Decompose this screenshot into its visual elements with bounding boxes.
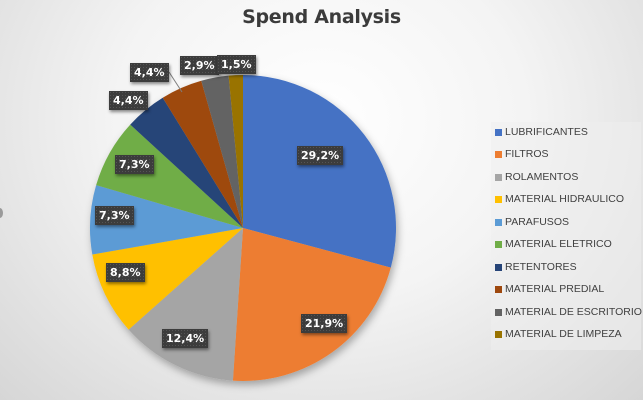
legend-label: RETENTORES (505, 261, 577, 273)
legend-item-parafusos: PARAFUSOS (495, 215, 569, 229)
legend-label: ROLAMENTOS (505, 171, 579, 183)
data-label: 4,4% (130, 63, 169, 82)
legend-item-material-de-escritorio: MATERIAL DE ESCRITORIO (495, 305, 642, 319)
resize-handle[interactable] (0, 208, 3, 218)
legend-swatch (495, 308, 502, 316)
legend-label: PARAFUSOS (505, 216, 569, 228)
legend-item-lubrificantes: LUBRIFICANTES (495, 125, 588, 139)
leader-line (168, 71, 183, 93)
data-label: 29,2% (297, 146, 344, 165)
data-label: 12,4% (162, 329, 209, 348)
legend-item-material-de-limpeza: MATERIAL DE LIMPEZA (495, 327, 622, 341)
legend-item-material-hidraulico: MATERIAL HIDRAULICO (495, 192, 624, 206)
data-label: 2,9% (180, 56, 219, 75)
pie-slice-material-predial (162, 80, 243, 228)
legend-swatch (495, 240, 502, 248)
pie-slice-material-de-limpeza (228, 75, 243, 228)
legend-swatch (495, 150, 502, 158)
legend-swatch (495, 173, 502, 181)
pie-slice-material-hidraulico (92, 228, 243, 330)
legend-swatch (495, 195, 502, 203)
legend-swatch (495, 330, 502, 338)
legend-swatch (495, 263, 502, 271)
legend-label: LUBRIFICANTES (505, 126, 588, 138)
data-label: 8,8% (106, 263, 145, 282)
pie-slice-material-de-escritorio (201, 75, 243, 229)
data-label: 4,4% (109, 91, 148, 110)
pie-slice-lubrificantes (243, 75, 397, 268)
chart-title: Spend Analysis (242, 6, 401, 28)
legend-item-material-predial: MATERIAL PREDIAL (495, 282, 604, 296)
data-label: 21,9% (301, 314, 348, 333)
legend-swatch (495, 285, 502, 293)
legend-item-retentores: RETENTORES (495, 260, 577, 274)
legend-label: MATERIAL HIDRAULICO (505, 193, 625, 205)
data-label: 1,5% (217, 55, 256, 74)
legend-label: MATERIAL DE ESCRITORIO (505, 306, 642, 318)
legend-label: MATERIAL DE LIMPEZA (505, 328, 622, 340)
pie-slice-parafusos (90, 185, 243, 255)
legend-label: MATERIAL ELETRICO (505, 238, 612, 250)
legend-label: FILTROS (505, 148, 549, 160)
legend-swatch (495, 128, 502, 136)
pie-slice-retentores (130, 97, 243, 228)
pie-slice-material-eletrico (96, 124, 243, 228)
legend-label: MATERIAL PREDIAL (505, 283, 605, 295)
pie-slice-rolamentos (128, 228, 243, 381)
pie-slice-filtros (232, 228, 391, 382)
data-label: 7,3% (115, 155, 154, 174)
legend-item-rolamentos: ROLAMENTOS (495, 170, 578, 184)
legend-item-material-eletrico: MATERIAL ELETRICO (495, 237, 612, 251)
legend-swatch (495, 218, 502, 226)
data-label: 7,3% (95, 206, 134, 225)
legend-item-filtros: FILTROS (495, 147, 549, 161)
chart-legend: LUBRIFICANTES FILTROS ROLAMENTOS MATERIA… (491, 122, 642, 350)
